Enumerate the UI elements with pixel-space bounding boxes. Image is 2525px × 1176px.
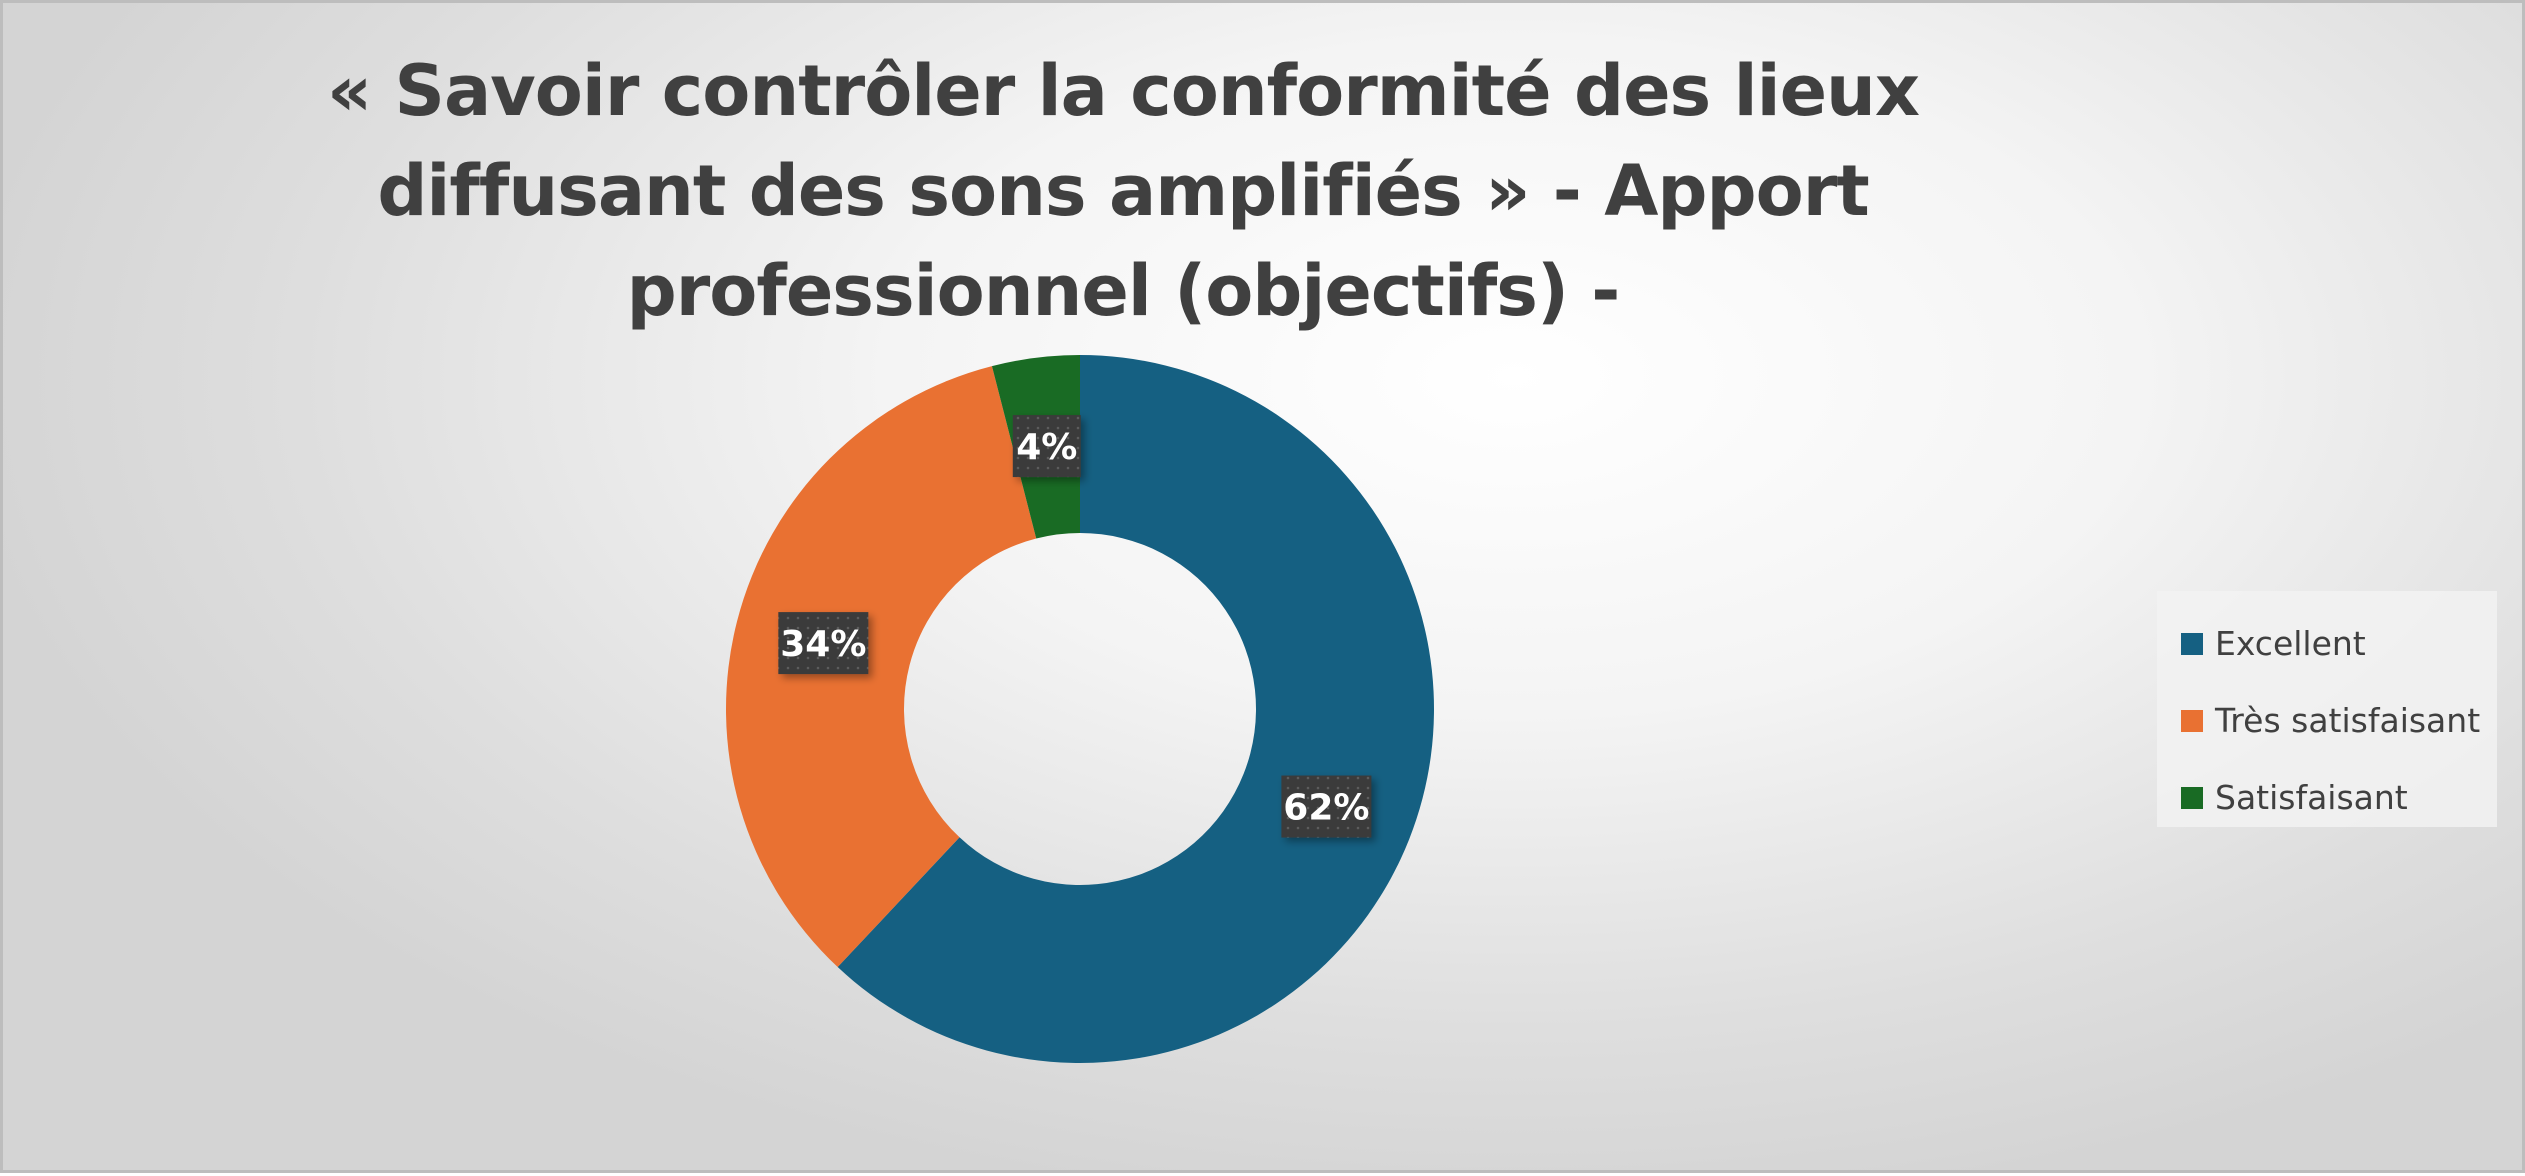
legend-label-tres-satisfaisant: Très satisfaisant xyxy=(2215,701,2481,740)
legend-item-excellent: Excellent xyxy=(2181,605,2497,682)
donut-slice-tr-s-satisfaisant xyxy=(726,366,1037,968)
legend-item-satisfaisant: Satisfaisant xyxy=(2181,759,2497,836)
legend-swatch-excellent xyxy=(2181,632,2203,655)
data-label-satisfaisant: 4% xyxy=(1012,415,1081,478)
legend-swatch-satisfaisant xyxy=(2181,786,2203,809)
svg-text:62%: 62% xyxy=(1283,788,1369,829)
legend: Excellent Très satisfaisant Satisfaisant xyxy=(2157,591,2497,827)
data-label-excellent: 62% xyxy=(1281,775,1372,838)
chart-title: « Savoir contrôler la conformité des lie… xyxy=(326,50,1920,332)
donut-chart: 62% 34% 4% xyxy=(726,355,1435,1063)
svg-text:34%: 34% xyxy=(780,624,866,665)
legend-label-satisfaisant: Satisfaisant xyxy=(2215,778,2408,817)
legend-label-excellent: Excellent xyxy=(2215,624,2366,663)
donut-slice-excellent xyxy=(837,355,1435,1063)
data-label-tr-s-satisfaisant: 34% xyxy=(778,612,869,675)
svg-text:4%: 4% xyxy=(1016,427,1077,468)
legend-item-tres-satisfaisant: Très satisfaisant xyxy=(2181,682,2497,759)
legend-swatch-tres-satisfaisant xyxy=(2181,709,2203,732)
